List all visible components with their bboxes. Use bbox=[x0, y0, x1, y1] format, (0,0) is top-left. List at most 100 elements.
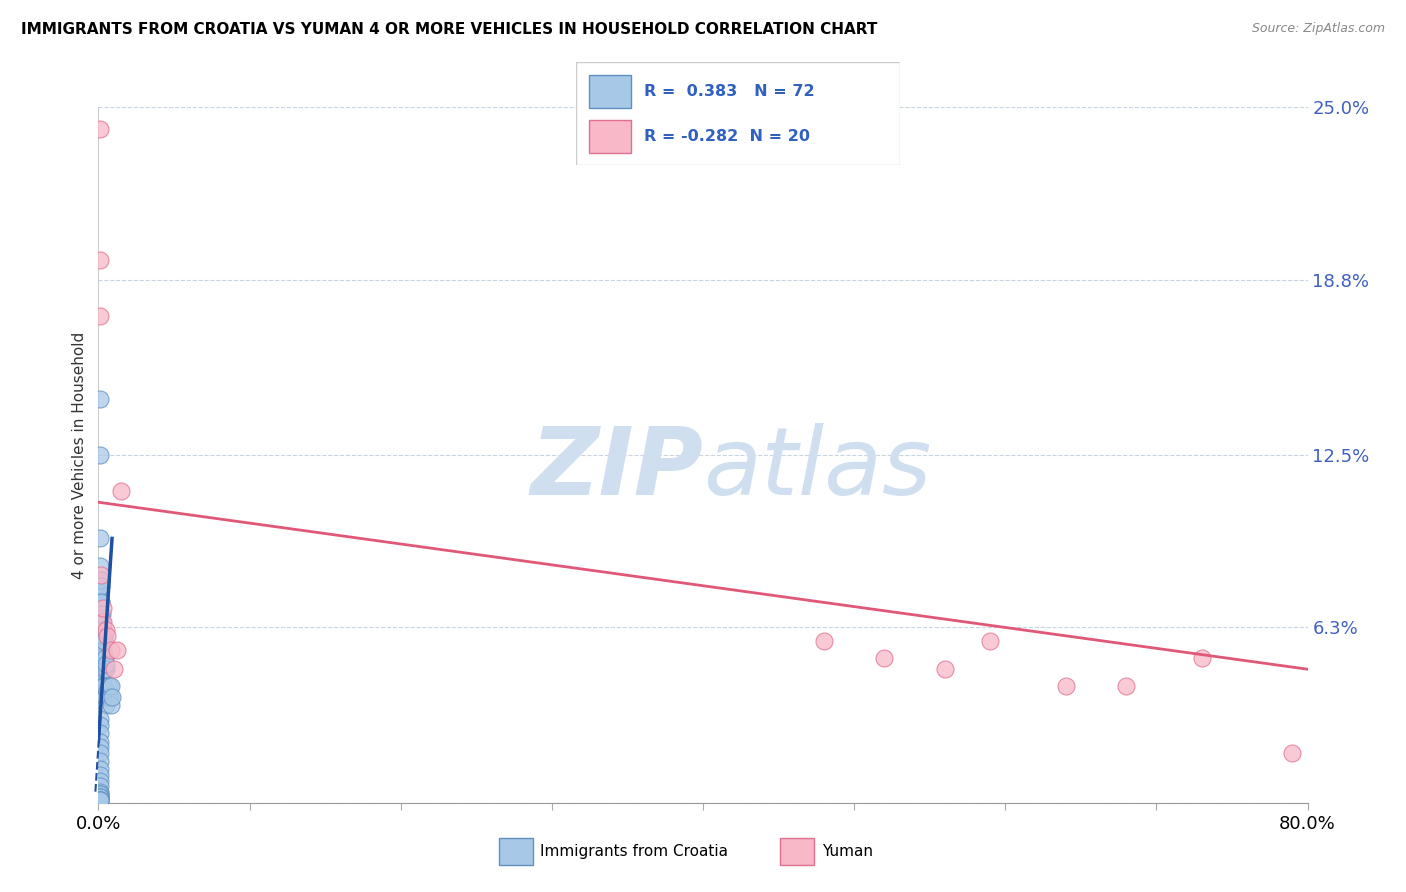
Point bbox=[94, 624, 117, 638]
Point bbox=[110, 484, 132, 499]
Point bbox=[93, 634, 115, 648]
Point bbox=[90, 595, 112, 609]
Point bbox=[91, 607, 114, 621]
Text: R = -0.282  N = 20: R = -0.282 N = 20 bbox=[644, 128, 810, 144]
Point bbox=[89, 448, 111, 462]
Point bbox=[89, 309, 111, 323]
Point bbox=[91, 642, 114, 657]
Point bbox=[90, 662, 112, 676]
Point bbox=[89, 122, 111, 136]
Point bbox=[1115, 679, 1137, 693]
Point bbox=[91, 684, 114, 698]
Point bbox=[89, 788, 111, 802]
Point bbox=[89, 615, 111, 629]
Point bbox=[89, 790, 111, 805]
Point bbox=[89, 773, 111, 788]
Point bbox=[89, 392, 111, 407]
Text: R =  0.383   N = 72: R = 0.383 N = 72 bbox=[644, 84, 815, 99]
Point bbox=[89, 790, 111, 805]
Text: atlas: atlas bbox=[703, 424, 931, 515]
Point bbox=[89, 746, 111, 760]
Text: IMMIGRANTS FROM CROATIA VS YUMAN 4 OR MORE VEHICLES IN HOUSEHOLD CORRELATION CHA: IMMIGRANTS FROM CROATIA VS YUMAN 4 OR MO… bbox=[21, 22, 877, 37]
Point bbox=[90, 567, 112, 582]
Point bbox=[101, 690, 124, 704]
Point bbox=[89, 712, 111, 726]
Point bbox=[1054, 679, 1077, 693]
Text: Immigrants from Croatia: Immigrants from Croatia bbox=[540, 845, 728, 859]
Point bbox=[89, 793, 111, 807]
FancyBboxPatch shape bbox=[576, 62, 900, 165]
Point bbox=[100, 642, 122, 657]
Point bbox=[93, 662, 115, 676]
Point bbox=[89, 718, 111, 732]
Point bbox=[89, 615, 111, 629]
Point bbox=[89, 634, 111, 648]
Y-axis label: 4 or more Vehicles in Household: 4 or more Vehicles in Household bbox=[72, 331, 87, 579]
Point bbox=[89, 788, 111, 802]
Point bbox=[89, 793, 111, 807]
Point bbox=[89, 573, 111, 587]
Point bbox=[89, 785, 111, 799]
Point bbox=[98, 690, 121, 704]
Point bbox=[89, 793, 111, 807]
Point bbox=[89, 726, 111, 740]
Point bbox=[89, 740, 111, 755]
Point bbox=[91, 679, 114, 693]
Point bbox=[90, 624, 112, 638]
Point bbox=[1281, 746, 1303, 760]
Point bbox=[96, 629, 118, 643]
Point bbox=[97, 690, 120, 704]
Point bbox=[89, 754, 111, 768]
Text: Yuman: Yuman bbox=[823, 845, 873, 859]
Point bbox=[93, 629, 115, 643]
Point bbox=[96, 684, 118, 698]
Point bbox=[90, 651, 112, 665]
Point bbox=[90, 579, 112, 593]
Point bbox=[93, 684, 115, 698]
Point bbox=[89, 595, 111, 609]
Point bbox=[90, 679, 112, 693]
Point bbox=[98, 679, 121, 693]
Point bbox=[100, 698, 122, 713]
Point bbox=[89, 532, 111, 546]
Point bbox=[89, 790, 111, 805]
Point bbox=[91, 634, 114, 648]
Point bbox=[100, 679, 122, 693]
Point bbox=[89, 793, 111, 807]
Text: Source: ZipAtlas.com: Source: ZipAtlas.com bbox=[1251, 22, 1385, 36]
Point bbox=[94, 662, 117, 676]
FancyBboxPatch shape bbox=[589, 120, 631, 153]
Point bbox=[91, 671, 114, 685]
Point bbox=[103, 662, 125, 676]
Point bbox=[89, 587, 111, 601]
Point bbox=[91, 615, 114, 629]
Point bbox=[94, 690, 117, 704]
Point bbox=[91, 624, 114, 638]
Point bbox=[89, 779, 111, 793]
Point bbox=[91, 601, 114, 615]
Point bbox=[979, 634, 1001, 648]
Point bbox=[90, 573, 112, 587]
Point bbox=[90, 607, 112, 621]
Point bbox=[873, 651, 896, 665]
Point bbox=[89, 253, 111, 268]
Point bbox=[89, 579, 111, 593]
Point bbox=[93, 679, 115, 693]
Point bbox=[89, 768, 111, 782]
Point bbox=[90, 662, 112, 676]
Point bbox=[89, 793, 111, 807]
Point bbox=[90, 629, 112, 643]
Point bbox=[94, 651, 117, 665]
Point bbox=[94, 657, 117, 671]
Point bbox=[90, 615, 112, 629]
Point bbox=[90, 642, 112, 657]
Point bbox=[934, 662, 956, 676]
Point bbox=[89, 763, 111, 777]
Point bbox=[89, 734, 111, 748]
Text: ZIP: ZIP bbox=[530, 423, 703, 515]
Point bbox=[105, 642, 128, 657]
Point bbox=[813, 634, 835, 648]
FancyBboxPatch shape bbox=[589, 75, 631, 108]
Point bbox=[89, 559, 111, 574]
Point bbox=[94, 698, 117, 713]
